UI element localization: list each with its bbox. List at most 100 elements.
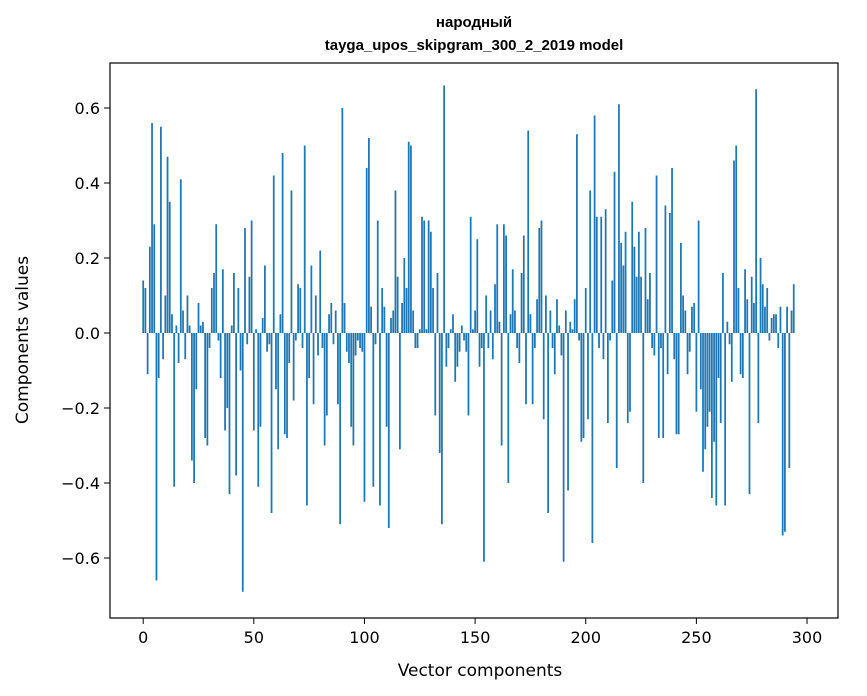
bar [215,224,218,333]
bar [394,190,397,333]
bar [270,333,273,513]
bar [252,333,255,431]
bar [536,299,538,333]
bar [312,333,315,405]
bar [452,314,454,333]
bar [427,220,430,333]
chart-title: народный [436,14,512,31]
bar [649,273,651,333]
bar [651,333,654,348]
bar [677,333,680,435]
bar [237,288,240,333]
bar [578,333,580,341]
bar [290,190,293,333]
bar [266,333,268,352]
bar [784,333,786,532]
bar [722,273,724,333]
bar [494,284,496,333]
bar [429,231,432,333]
bar [303,145,306,333]
bar [589,190,592,333]
bar [301,333,304,348]
bar-series [142,85,795,592]
bar [786,306,788,333]
bar [332,333,335,345]
bar [560,333,563,356]
bar [330,303,333,333]
bar [264,265,266,333]
bar [770,318,773,333]
bar [697,220,700,333]
x-axis-label: Vector components [398,661,563,681]
bar [664,205,667,333]
bar [279,314,282,333]
bar [197,303,200,333]
bar [261,318,264,333]
bar [219,333,222,378]
bar [600,216,603,333]
bar [469,216,472,333]
bar [741,333,744,378]
bar [531,333,534,405]
bar [708,333,711,412]
bar [527,130,530,333]
x-axis: 0 50 100 150 200 250 300 [138,618,822,647]
y-axis: −0.6 −0.4 −0.2 0.0 0.2 0.4 0.6 [61,99,110,568]
bar [328,314,330,333]
bar [788,333,791,468]
bar [361,333,364,352]
bar [686,333,689,375]
bar [602,333,605,360]
bar [715,333,718,506]
bar [354,333,357,356]
bar [587,333,589,420]
bar [542,333,545,420]
bar [613,171,616,333]
bar [666,333,669,375]
bar [257,333,260,487]
bar [644,228,647,333]
bar [529,314,532,333]
bar [706,333,709,427]
bar [655,175,658,333]
bar [551,333,554,348]
bar [288,333,291,363]
bar [682,295,684,333]
bar [500,333,503,446]
bar [609,333,611,341]
bar [509,314,512,333]
bar [584,288,587,333]
bar [766,288,769,333]
bar [549,310,552,333]
y-axis-label: Components values [13,256,33,424]
bar [460,325,463,333]
bar [166,156,169,333]
bar [246,333,249,345]
bar [412,310,415,333]
y-tick-label: −0.6 [61,549,100,568]
bar [710,333,713,498]
bar [392,310,395,333]
bar [693,303,696,333]
bar [595,216,598,333]
y-tick-label: 0.2 [75,249,100,268]
bar [370,306,372,333]
bar [604,209,607,333]
bar [598,333,600,348]
bar [425,329,428,333]
bar [540,220,543,333]
bar [629,333,631,412]
bar [675,333,678,435]
bar [737,288,740,333]
bar [792,284,795,333]
bar [545,295,547,333]
x-tick-label: 100 [349,628,380,647]
bar [491,333,494,360]
bar [410,145,412,333]
bar [204,333,207,438]
bar [423,220,426,333]
bar [268,333,271,345]
bar [175,325,178,333]
bar [250,220,253,333]
bar [775,314,777,333]
